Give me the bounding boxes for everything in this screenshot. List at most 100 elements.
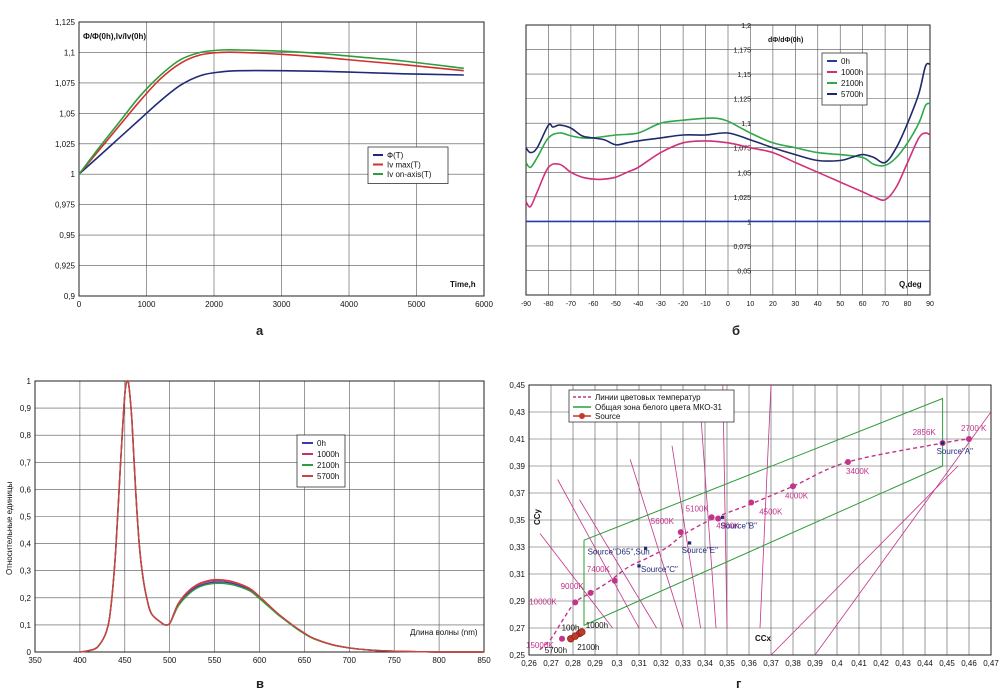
y-tick-label: 0 [27, 648, 32, 657]
x-tick-label: 0,36 [741, 659, 757, 668]
x-tick-label: 3000 [273, 300, 291, 309]
y-tick-label: 0,9 [64, 292, 76, 301]
y-tick-label: 0,45 [509, 381, 525, 390]
legend-label: 2100h [841, 79, 863, 88]
series-line [525, 132, 931, 208]
x-tick-label: 2000 [205, 300, 223, 309]
y-tick-label: 0,975 [55, 201, 76, 210]
y-tick-label: 1,125 [55, 18, 76, 27]
x-tick-label: 6000 [475, 300, 493, 309]
x-tick-label: 0,37 [763, 659, 779, 668]
y-tick-label: 0,05 [737, 268, 751, 275]
cct-label: 3400K [846, 467, 870, 476]
y-axis-label: Относительные единицы [5, 481, 14, 575]
y-tick-label: 1 [27, 377, 32, 386]
y-tick-label: 1,175 [733, 48, 751, 55]
x-tick-label: 0,33 [675, 659, 691, 668]
cct-point [572, 599, 579, 606]
cct-label: 15000K [526, 641, 554, 650]
x-tick-label: 4000 [340, 300, 358, 309]
x-tick-label: 0,35 [719, 659, 735, 668]
y-tick-label: 0,1 [20, 621, 32, 630]
cct-point [845, 458, 851, 465]
isotherm-line [700, 411, 717, 629]
grid [525, 24, 931, 295]
legend-g [568, 389, 735, 423]
panel-label-g: г [736, 676, 742, 691]
y-tick-label: 1,1 [741, 121, 751, 128]
x-tick-label: 0,43 [895, 659, 911, 668]
grid [34, 380, 485, 653]
y-tick-label: 0,8 [20, 431, 32, 440]
led-point [578, 628, 586, 636]
x-tick-label: -20 [678, 301, 688, 308]
led-label: 1000h [586, 621, 608, 630]
x-tick-label: -50 [611, 301, 621, 308]
isotherm-line [539, 533, 613, 629]
legend-label: Iv max(T) [387, 161, 421, 170]
y-axis-label: Ф/Ф(0h),Iv/Iv(0h) [83, 32, 146, 41]
x-tick-label: -80 [543, 301, 553, 308]
y-tick-label: 0,25 [509, 651, 525, 660]
source-label: Source"D65",Sun [588, 547, 650, 556]
cct-label: 5100K [686, 504, 710, 513]
y-tick-label: 0,43 [509, 408, 525, 417]
isotherm-line [671, 445, 701, 629]
x-tick-label: 10 [747, 301, 755, 308]
legend-label: 0h [841, 57, 850, 66]
x-tick-label: 30 [791, 301, 799, 308]
x-tick-label: 0,32 [653, 659, 669, 668]
cct-label: 2700 K [961, 424, 987, 433]
y-tick-label: 0,5 [20, 513, 32, 522]
chart-b: -90 -80 -70 -60 -50 -40 -30 -20 -10 0 10 20 30 40 50 60… [521, 23, 934, 308]
x-tick-label: -90 [521, 301, 531, 308]
planckian-locus [539, 438, 970, 651]
legend-label: 5700h [841, 90, 863, 99]
y-axis-label: dФ/dФ(0h) [768, 37, 803, 44]
source-label: Source"C" [641, 565, 678, 574]
grid [528, 384, 992, 656]
source-point [721, 515, 725, 519]
panel-label-a: а [256, 323, 264, 338]
y-tick-label: 0,9 [20, 404, 32, 413]
cct-label: 4900K [716, 522, 740, 531]
source-point [644, 546, 648, 550]
x-tick-label: 0,38 [785, 659, 801, 668]
x-tick-label: 0,46 [961, 659, 977, 668]
x-tick-label: 0,42 [873, 659, 889, 668]
x-tick-label: 70 [881, 301, 889, 308]
y-tick-label: 0,925 [55, 262, 76, 271]
legend-swatch-marker [579, 413, 585, 419]
x-tick-label: 800 [432, 656, 446, 665]
cct-label: 4500K [759, 507, 783, 516]
y-tick-label: 0,41 [509, 435, 525, 444]
x-axis-label: Q,deg [899, 280, 922, 289]
isotherm-line [579, 499, 657, 629]
cct-label: 7400K [587, 565, 611, 574]
cct-label: 10000K [529, 597, 557, 606]
x-axis-label: Длина волны (nm) [410, 628, 478, 637]
x-tick-label: 650 [298, 656, 312, 665]
isotherm-line [629, 459, 684, 629]
cct-point [587, 589, 594, 596]
y-tick-label: 0,075 [733, 244, 751, 251]
y-tick-label: 1,125 [733, 97, 751, 104]
y-tick-label: 1,2 [741, 23, 751, 30]
x-tick-label: 450 [118, 656, 132, 665]
cct-point [677, 529, 684, 536]
x-tick-label: 0,39 [807, 659, 823, 668]
y-tick-label: 0,4 [20, 540, 32, 549]
legend-label: 2100h [317, 461, 339, 470]
x-tick-label: 0,31 [631, 659, 647, 668]
series-line [78, 51, 464, 175]
y-tick-label: 1,15 [737, 72, 751, 79]
x-tick-label: 700 [343, 656, 357, 665]
plot-frame [528, 384, 992, 656]
legend-label: Ф(T) [387, 151, 404, 160]
x-tick-label: 0 [77, 300, 82, 309]
x-tick-label: 0,27 [543, 659, 559, 668]
x-tick-label: -70 [566, 301, 576, 308]
source-point [637, 564, 641, 568]
y-tick-label: 0,33 [509, 543, 525, 552]
y-tick-label: 0,37 [509, 489, 525, 498]
